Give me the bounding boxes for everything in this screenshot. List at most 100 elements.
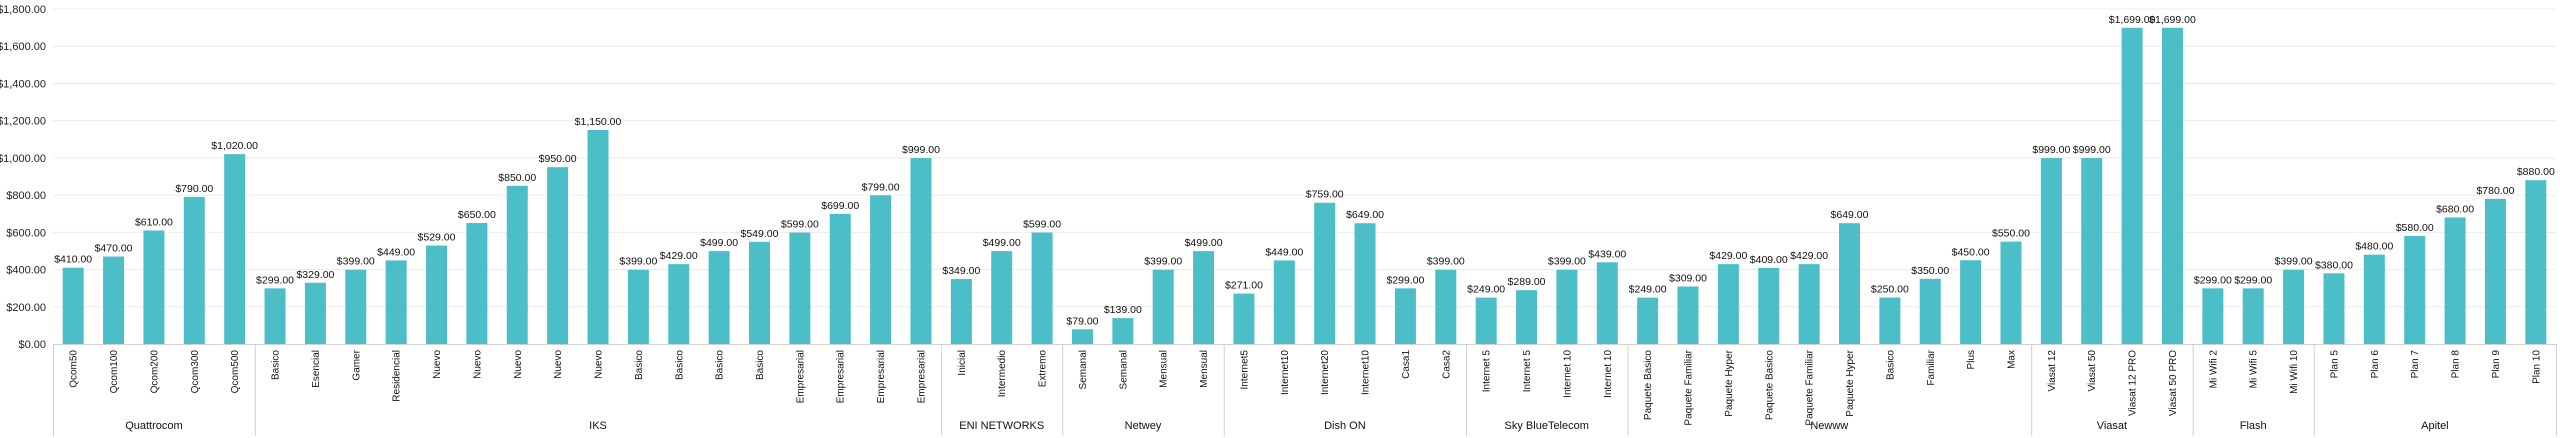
bar xyxy=(1516,290,1538,344)
bar-value-label: $409.00 xyxy=(1750,254,1788,266)
group-label: ENI NETWORKS xyxy=(959,420,1044,432)
category-label: Basico xyxy=(674,350,685,380)
category-label: Plan 5 xyxy=(2329,350,2340,379)
bar-value-label: $480.00 xyxy=(2355,241,2393,253)
bar xyxy=(2444,217,2466,344)
bar-value-label: $289.00 xyxy=(1508,276,1546,288)
bar-value-label: $599.00 xyxy=(781,219,819,231)
category-label: Plan 10 xyxy=(2531,350,2542,384)
bar xyxy=(1435,269,1457,344)
bar xyxy=(1273,260,1295,344)
bar xyxy=(2484,198,2506,344)
bar-value-label: $580.00 xyxy=(2396,222,2434,234)
bar xyxy=(345,269,367,344)
y-tick-label: $200.00 xyxy=(6,302,46,314)
y-tick-label: $1,800.00 xyxy=(0,4,46,16)
bar xyxy=(2040,158,2062,344)
bar xyxy=(829,213,851,344)
bar xyxy=(547,167,569,344)
category-label: Semanal xyxy=(1078,350,1089,389)
bar xyxy=(2323,273,2345,344)
group-label: Newww xyxy=(1810,420,1848,432)
category-label: Empresarial xyxy=(916,350,927,403)
bar xyxy=(2363,254,2385,344)
bar xyxy=(950,279,972,344)
bar-value-label: $780.00 xyxy=(2476,185,2514,197)
group-label: Viasat xyxy=(2097,420,2127,432)
bar-value-label: $399.00 xyxy=(1427,256,1465,268)
y-tick-label: $0.00 xyxy=(18,339,46,351)
bar-value-label: $399.00 xyxy=(2275,256,2313,268)
category-label: Paquete Basico xyxy=(1764,350,1775,420)
bar xyxy=(1839,223,1861,344)
bar-value-label: $1,699.00 xyxy=(2149,14,2196,26)
category-label: Nuevo xyxy=(594,350,605,379)
category-label: Paquete Hyper xyxy=(1845,349,1856,416)
bar-value-label: $880.00 xyxy=(2517,166,2555,178)
category-label: Empresarial xyxy=(836,350,847,403)
category-label: Mensual xyxy=(1199,350,1210,388)
bar xyxy=(1879,297,1901,344)
bar-value-label: $139.00 xyxy=(1104,304,1142,316)
category-label: Familiar xyxy=(1926,349,1937,385)
bar xyxy=(1193,251,1215,344)
bar xyxy=(183,196,205,344)
group-label: Quattrocom xyxy=(125,420,182,432)
category-label: Casa1 xyxy=(1401,350,1412,379)
bar xyxy=(910,158,932,344)
category-label: Qcom50 xyxy=(69,350,80,388)
bar-value-label: $799.00 xyxy=(862,181,900,193)
bar-value-label: $550.00 xyxy=(1992,228,2030,240)
bar xyxy=(103,256,125,344)
category-labels: Qcom50 Qcom100 Qcom200 Qcom300 Qcom500 Basico… xyxy=(69,349,2543,425)
category-label: Extremo xyxy=(1038,350,1049,388)
bar-value-label: $250.00 xyxy=(1871,283,1909,295)
category-label: Internet20 xyxy=(1320,350,1331,395)
bar-value-label: $429.00 xyxy=(1709,250,1747,262)
category-label: Internet10 xyxy=(1361,350,1372,395)
category-label: Casa2 xyxy=(1441,350,1452,379)
category-label: Qcom200 xyxy=(149,350,160,394)
category-label: Mi Wifi 10 xyxy=(2289,350,2300,394)
bar-value-label: $1,150.00 xyxy=(575,116,622,128)
bar xyxy=(991,251,1013,344)
data-labels: $410.00$470.00 $610.00 $790.00 $1,020.00 $29… xyxy=(54,14,2555,327)
bar xyxy=(789,232,811,344)
category-label: Basico xyxy=(1885,350,1896,380)
bar xyxy=(1919,278,1941,344)
category-label: Qcom300 xyxy=(190,350,201,394)
category-label: Inicial xyxy=(957,350,968,376)
category-label: Internet 5 xyxy=(1482,350,1493,393)
category-label: Esencial xyxy=(311,350,322,388)
category-label: Internet 5 xyxy=(1522,350,1533,393)
bar xyxy=(870,195,892,344)
bar xyxy=(1071,329,1093,344)
group-label: Netwey xyxy=(1125,420,1162,432)
category-label: Semanal xyxy=(1118,350,1129,389)
y-tick-label: $400.00 xyxy=(6,265,46,277)
category-label: Internet10 xyxy=(1280,350,1291,395)
bar xyxy=(224,154,246,344)
bar xyxy=(1637,297,1659,344)
category-label: Plus xyxy=(1966,350,1977,369)
bar-value-label: $470.00 xyxy=(95,243,133,255)
category-label: Empresarial xyxy=(876,350,887,403)
category-label: Internet5 xyxy=(1239,350,1250,390)
bar-value-label: $299.00 xyxy=(2194,274,2232,286)
category-label: Internet 10 xyxy=(1603,350,1614,398)
bar-value-label: $549.00 xyxy=(741,228,779,240)
category-label: Plan 6 xyxy=(2370,350,2381,379)
bar-value-label: $399.00 xyxy=(1548,256,1586,268)
bar-value-label: $450.00 xyxy=(1952,246,1990,258)
bar xyxy=(587,129,609,344)
category-label: Max xyxy=(2006,350,2017,369)
bar-value-label: $79.00 xyxy=(1066,315,1098,327)
category-label: Nuevo xyxy=(513,350,524,379)
bar-value-label: $680.00 xyxy=(2436,203,2474,215)
category-label: Plan 8 xyxy=(2451,350,2462,379)
bar xyxy=(2404,236,2426,344)
bars xyxy=(62,27,2547,345)
bar xyxy=(304,282,326,344)
y-tick-label: $600.00 xyxy=(6,227,46,239)
bar xyxy=(708,251,730,344)
